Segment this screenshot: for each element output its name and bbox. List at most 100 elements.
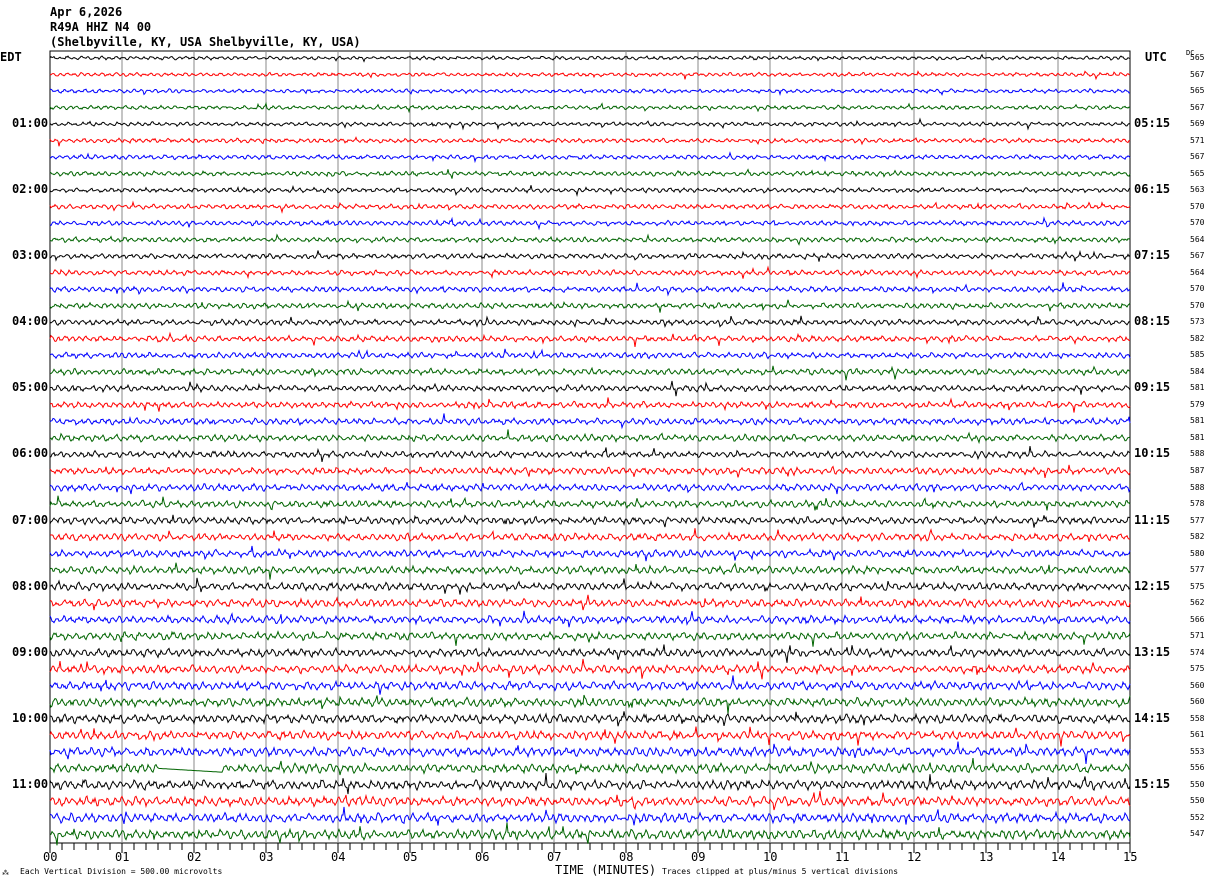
right-hour-label: 08:15 (1134, 314, 1171, 329)
dc-offset-label: 579 (1190, 399, 1205, 409)
trace-line (49, 610, 1131, 628)
x-axis-label: TIME (MINUTES) (555, 863, 657, 877)
dc-offset-label: 552 (1190, 812, 1205, 822)
dc-offset-label: 564 (1190, 267, 1205, 277)
trace-line (49, 630, 1131, 647)
x-tick-label: 10 (763, 850, 778, 864)
trace-line (49, 413, 1131, 430)
dc-offset-label: 567 (1190, 69, 1205, 79)
trace-line (49, 136, 1131, 147)
x-tick-label: 14 (1051, 850, 1066, 864)
trace-line (49, 758, 1131, 776)
trace-line (49, 397, 1131, 413)
trace-line (49, 495, 1131, 511)
dc-offset-label: 567 (1190, 251, 1205, 261)
dc-offset-label: 567 (1190, 102, 1205, 112)
right-hour-label: 07:15 (1134, 248, 1171, 263)
dc-offset-label: 558 (1190, 713, 1205, 723)
trace-line (49, 101, 1131, 114)
trace-line (49, 249, 1131, 262)
dc-offset-label: 560 (1190, 680, 1205, 690)
dc-offset-label: 577 (1190, 515, 1205, 525)
trace-line (49, 644, 1131, 663)
trace-line (49, 429, 1131, 445)
right-timezone-label: UTC (1145, 50, 1167, 64)
dc-offset-label: 562 (1190, 598, 1205, 608)
left-hour-label: 02:00 (12, 182, 49, 197)
dc-offset-label: 585 (1190, 350, 1205, 360)
dc-offset-label: 561 (1190, 730, 1205, 740)
dc-offset-label: 581 (1190, 416, 1205, 426)
trace-line (49, 299, 1131, 313)
clip-note: Traces clipped at plus/minus 5 vertical … (662, 867, 899, 876)
x-tick-label: 03 (259, 850, 274, 864)
dc-offset-label: 570 (1190, 284, 1205, 294)
right-hour-label: 05:15 (1134, 116, 1171, 131)
trace-line (49, 822, 1131, 846)
left-hour-label: 09:00 (12, 644, 49, 659)
dc-offset-label: 567 (1190, 152, 1205, 162)
right-hour-label: 09:15 (1134, 380, 1171, 395)
x-tick-label: 15 (1123, 850, 1138, 864)
dc-header: DC (1186, 49, 1195, 57)
dc-offset-label: 580 (1190, 548, 1205, 558)
trace-line (49, 481, 1131, 495)
x-tick-label: 09 (691, 850, 706, 864)
left-hour-label: 06:00 (12, 446, 49, 461)
x-tick-label: 05 (403, 850, 418, 864)
x-tick-label: 07 (547, 850, 562, 864)
dc-offset-label: 547 (1190, 829, 1205, 839)
right-hour-label: 11:15 (1134, 512, 1171, 527)
trace-line (49, 545, 1131, 562)
dc-offset-label: 550 (1190, 779, 1205, 789)
dc-offset-label: 588 (1190, 482, 1205, 492)
dc-offset-label: 578 (1190, 499, 1205, 509)
x-tick-label: 13 (979, 850, 994, 864)
dc-offset-label: 575 (1190, 581, 1205, 591)
dc-offset-label: 575 (1190, 664, 1205, 674)
trace-line (49, 331, 1131, 347)
trace-line (49, 806, 1131, 826)
dc-offset-label: 569 (1190, 119, 1205, 129)
trace-line (49, 694, 1131, 714)
trace-line (49, 216, 1131, 231)
dc-offset-label: 588 (1190, 449, 1205, 459)
dc-offset-label: 553 (1190, 746, 1205, 756)
x-tick-label: 00 (43, 850, 58, 864)
scale-note: Each Vertical Division = 500.00 microvol… (20, 867, 223, 876)
trace-line (49, 87, 1131, 96)
left-hour-label: 08:00 (12, 578, 49, 593)
dc-offset-label: 550 (1190, 796, 1205, 806)
dc-offset-label: 571 (1190, 135, 1205, 145)
trace-line (49, 594, 1131, 611)
station-location: (Shelbyville, KY, USA Shelbyville, KY, U… (50, 35, 361, 49)
x-tick-label: 12 (907, 850, 922, 864)
trace-line (49, 315, 1131, 329)
trace-line (49, 184, 1131, 197)
trace-line (49, 726, 1131, 747)
dc-offset-label: 574 (1190, 647, 1205, 657)
dc-offset-label: 581 (1190, 432, 1205, 442)
trace-line (49, 348, 1131, 360)
right-hour-label: 13:15 (1134, 644, 1171, 659)
x-tick-label: 08 (619, 850, 634, 864)
trace-line (49, 151, 1131, 164)
trace-line (49, 446, 1131, 463)
dc-offset-label: 563 (1190, 185, 1205, 195)
dc-offset-label: 582 (1190, 532, 1205, 542)
left-hour-label: 03:00 (12, 248, 49, 263)
x-tick-label: 01 (115, 850, 130, 864)
left-hour-label: 01:00 (12, 116, 49, 131)
logo-icon: ⁂ (2, 869, 9, 877)
dc-offset-label: 570 (1190, 218, 1205, 228)
trace-line (50, 528, 1131, 543)
x-tick-label: 11 (835, 850, 850, 864)
trace-line (49, 282, 1131, 297)
station-id: R49A HHZ N4 00 (50, 20, 152, 34)
trace-line (49, 562, 1131, 580)
x-tick-label: 04 (331, 850, 346, 864)
dc-offset-label: 584 (1190, 366, 1205, 376)
dc-offset-label: 565 (1190, 53, 1205, 62)
trace-line (49, 117, 1131, 131)
dc-offset-label: 560 (1190, 697, 1205, 707)
